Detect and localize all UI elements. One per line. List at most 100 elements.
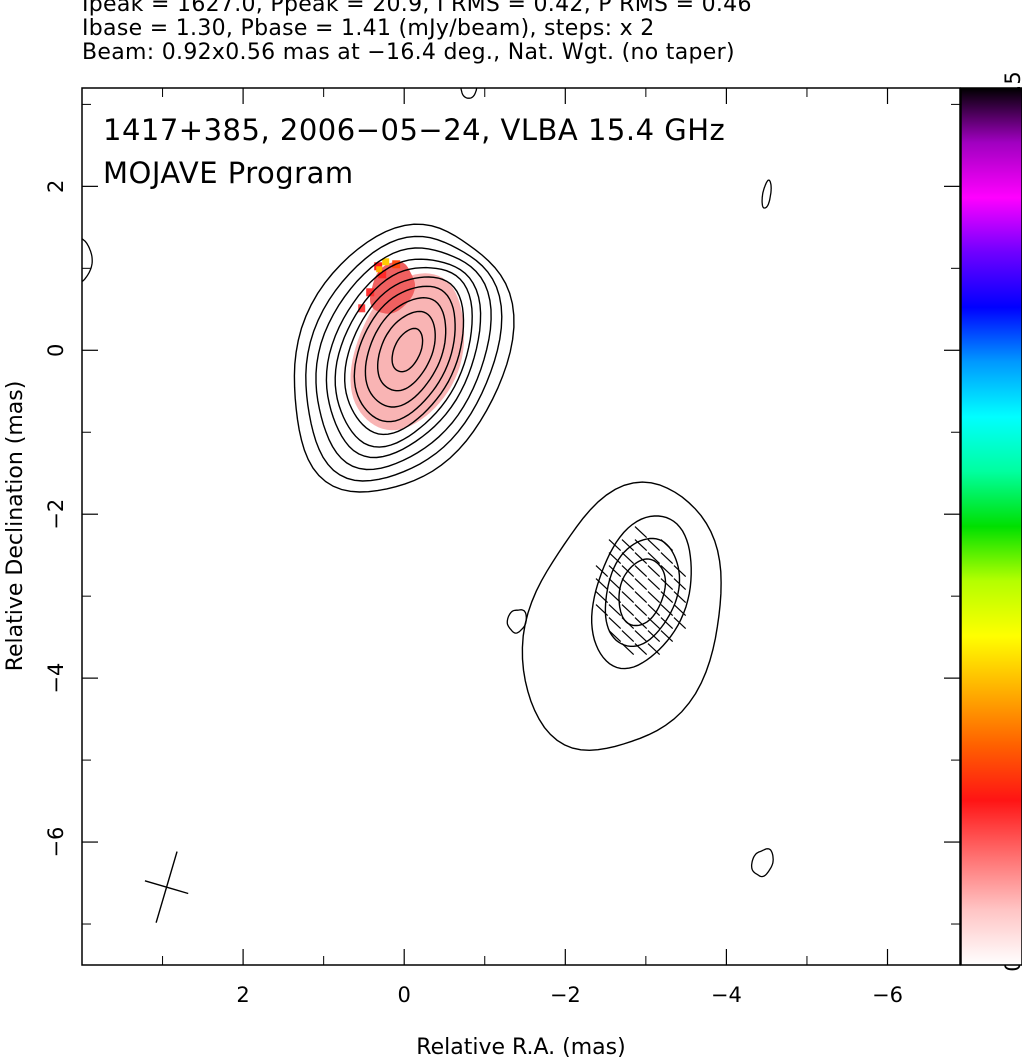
polarization-image <box>350 258 465 431</box>
evpa-tick <box>634 604 648 616</box>
y-tick-label: 0 <box>44 344 68 357</box>
evpa-tick <box>621 630 635 642</box>
evpa-tick <box>634 539 648 551</box>
evpa-tick <box>647 643 661 655</box>
polarization-patch <box>350 273 465 431</box>
evpa-tick <box>673 591 687 603</box>
evpa-tick <box>647 578 661 590</box>
evpa-tick <box>673 565 687 577</box>
evpa-tick <box>608 604 622 616</box>
y-tick-label: 2 <box>44 180 68 193</box>
y-axis-title: Relative Declination (mas) <box>3 381 28 672</box>
core-contour <box>377 310 436 392</box>
x-tick-label: 0 <box>398 983 411 1007</box>
evpa-tick <box>647 604 661 616</box>
evpa-tick <box>673 578 687 590</box>
evpa-tick <box>595 604 609 616</box>
evpa-tick <box>634 578 648 590</box>
evpa-tick <box>608 578 622 590</box>
core-contour <box>305 235 503 482</box>
evpa-tick <box>647 617 661 629</box>
evpa-tick <box>660 617 674 629</box>
evpa-tick <box>621 578 635 590</box>
evpa-tick <box>647 552 661 564</box>
jet-contour <box>521 481 722 752</box>
evpa-tick <box>621 552 635 564</box>
evpa-tick <box>634 630 648 642</box>
evpa-tick <box>673 604 687 616</box>
evpa-tick <box>621 565 635 577</box>
jet-contour <box>591 515 692 670</box>
evpa-tick <box>608 552 622 564</box>
evpa-tick <box>660 591 674 603</box>
header-line-beam: Beam: 0.92x0.56 mas at −16.4 deg., Nat. … <box>82 40 735 65</box>
x-axis-title: Relative R.A. (mas) <box>416 1035 625 1060</box>
evpa-tick <box>634 565 648 577</box>
evpa-tick <box>595 565 609 577</box>
program-annotation: MOJAVE Program <box>103 156 354 190</box>
evpa-vectors <box>595 526 687 655</box>
core-contour <box>364 296 447 408</box>
evpa-tick <box>595 578 609 590</box>
core-contour <box>353 285 456 423</box>
evpa-tick <box>634 552 648 564</box>
core-contour <box>343 276 465 436</box>
beam-minor-axis <box>144 880 189 895</box>
evpa-tick <box>634 526 648 538</box>
evpa-tick <box>660 565 674 577</box>
x-tick-label: −6 <box>872 983 903 1007</box>
polarization-pixel <box>376 266 383 273</box>
core-contour <box>325 258 482 459</box>
total-intensity-contours <box>82 88 774 878</box>
evpa-tick <box>647 591 661 603</box>
evpa-tick <box>621 643 635 655</box>
jet-contour <box>604 537 681 647</box>
x-tick-label: −2 <box>550 983 581 1007</box>
evpa-tick <box>621 604 635 616</box>
core-contour <box>391 327 424 373</box>
x-tick-label: −4 <box>711 983 742 1007</box>
colorbar <box>961 88 1022 965</box>
noise-contour <box>82 238 93 283</box>
source-annotation: 1417+385, 2006−05−24, VLBA 15.4 GHz <box>103 113 725 147</box>
evpa-tick <box>608 539 622 551</box>
axis-ticks: 00.10.20.30.40.520−2−4−620−2−4−6 <box>44 71 1022 1007</box>
evpa-tick <box>647 630 661 642</box>
beam-cross <box>144 851 189 923</box>
evpa-tick <box>608 617 622 629</box>
evpa-tick <box>660 552 674 564</box>
evpa-tick <box>621 591 635 603</box>
polarization-pixel <box>382 258 390 266</box>
core-contour <box>293 223 515 493</box>
core-contour <box>334 266 473 448</box>
y-tick-label: −2 <box>44 499 68 530</box>
evpa-tick <box>660 539 674 551</box>
evpa-tick <box>647 539 661 551</box>
noise-contour <box>506 609 527 634</box>
evpa-tick <box>647 565 661 577</box>
evpa-tick <box>608 591 622 603</box>
evpa-tick <box>595 591 609 603</box>
header-line-base: Ibase = 1.30, Pbase = 1.41 (mJy/beam), s… <box>82 16 655 41</box>
core-contour <box>315 247 492 471</box>
jet-contour <box>618 558 667 627</box>
evpa-tick <box>673 617 687 629</box>
evpa-tick <box>621 617 635 629</box>
noise-contour <box>750 848 774 878</box>
colorbar-frame <box>960 87 1022 966</box>
evpa-tick <box>660 578 674 590</box>
plot-frame <box>81 87 961 966</box>
polarization-pixel <box>358 304 366 313</box>
evpa-tick <box>660 630 674 642</box>
y-tick-label: −6 <box>44 827 68 858</box>
noise-contour <box>761 179 772 209</box>
evpa-tick <box>621 539 635 551</box>
evpa-tick <box>634 591 648 603</box>
polarization-pixel <box>366 288 375 297</box>
evpa-tick <box>634 617 648 629</box>
evpa-tick <box>608 630 622 642</box>
y-tick-label: −4 <box>44 663 68 694</box>
noise-contour <box>460 88 478 99</box>
polarization-pixel <box>378 270 387 279</box>
